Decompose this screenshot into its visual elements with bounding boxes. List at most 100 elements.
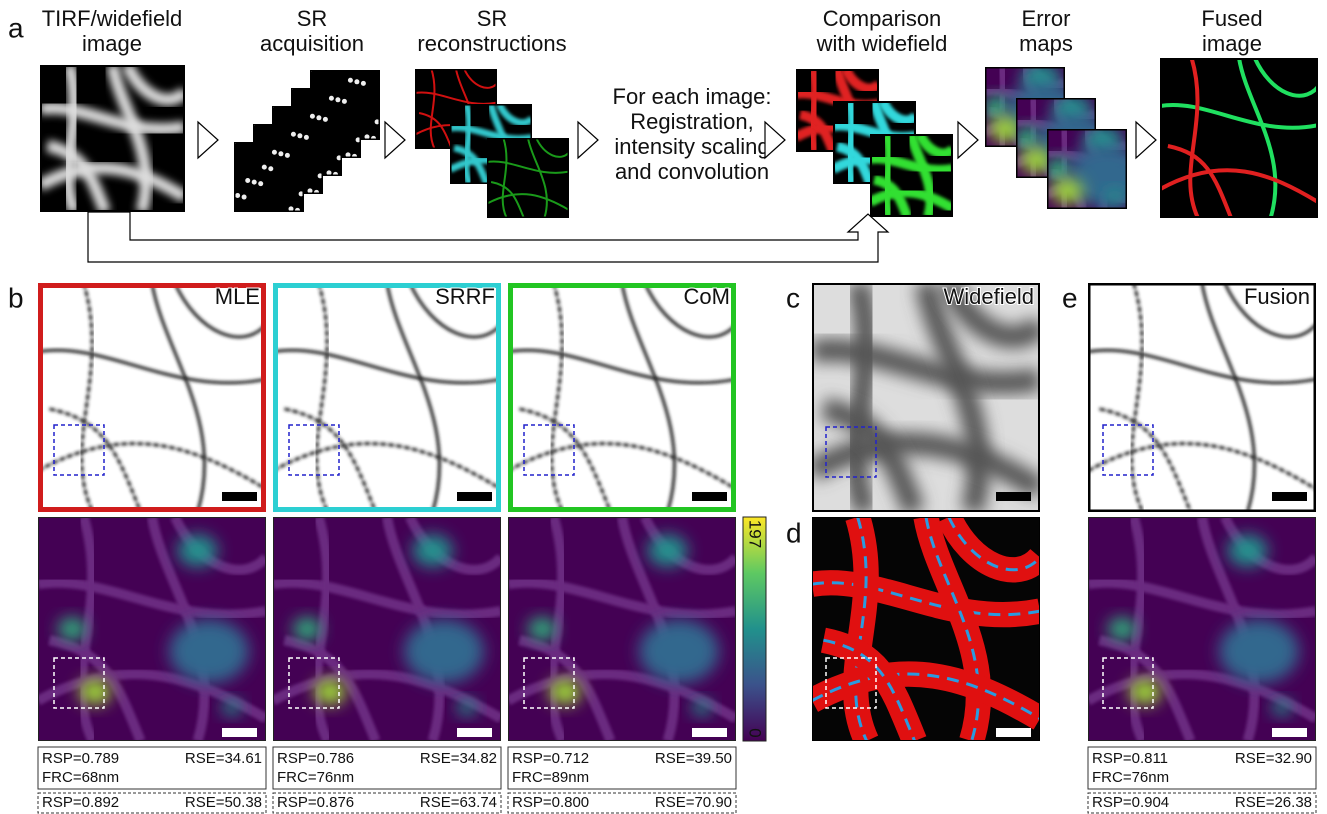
image	[273, 283, 501, 512]
metric: RSP=0.800	[512, 794, 589, 811]
spot	[333, 172, 338, 177]
panel-label: d	[786, 517, 802, 548]
panel-label: a	[8, 12, 24, 43]
colorbar-min: 0	[746, 728, 765, 737]
spot	[361, 81, 366, 86]
error-blob	[549, 679, 581, 705]
figure: a b c d e TIRF/widefieldimageSRacquisiti…	[0, 0, 1327, 814]
spot	[354, 79, 359, 84]
error-blob	[1129, 679, 1161, 705]
step-title: acquisition	[260, 31, 364, 56]
image	[1045, 125, 1147, 209]
scale-bar	[996, 728, 1031, 737]
step-title: SR	[297, 6, 328, 31]
image	[38, 517, 266, 741]
spot	[295, 208, 300, 213]
image	[487, 138, 569, 218]
image	[273, 517, 501, 741]
spot	[297, 133, 302, 138]
metric: RSE=70.90	[655, 794, 732, 811]
error-blob	[404, 619, 484, 683]
spot	[278, 151, 283, 156]
spot	[335, 97, 340, 102]
scale-bar	[457, 492, 492, 501]
error-blob	[1219, 619, 1299, 683]
image-bg	[273, 283, 501, 512]
scale-bar	[692, 492, 727, 501]
panel-label: e	[1062, 282, 1078, 313]
metric: RSP=0.712	[512, 750, 589, 767]
step-arrow	[958, 122, 978, 158]
filament	[812, 69, 816, 152]
image-label: Fusion	[1244, 284, 1310, 309]
error-blob	[293, 618, 321, 640]
metric: RSP=0.789	[42, 750, 119, 767]
image-bg	[1160, 58, 1318, 218]
metric: RSP=0.876	[277, 794, 354, 811]
error-blob	[1051, 179, 1083, 205]
scale-bar	[692, 728, 727, 737]
error-blob	[1228, 535, 1268, 567]
step-title: Error	[1022, 6, 1071, 31]
step-title: image	[1202, 31, 1262, 56]
step-arrow	[198, 122, 218, 158]
image	[40, 65, 185, 212]
image	[232, 140, 305, 213]
spot	[245, 178, 250, 183]
step-title: reconstructions	[417, 31, 566, 56]
metric: RSE=50.38	[185, 794, 262, 811]
error-blob	[648, 535, 688, 567]
spot	[242, 195, 247, 200]
step-title: and convolution	[615, 159, 769, 184]
spot	[235, 193, 240, 198]
step-title: Comparison	[823, 6, 942, 31]
step-title: maps	[1019, 31, 1073, 56]
spot	[342, 99, 347, 104]
metric: RSP=0.892	[42, 794, 119, 811]
metric: RSE=26.38	[1235, 794, 1312, 811]
spot	[329, 96, 334, 101]
filament	[886, 134, 890, 217]
scale-bar	[996, 492, 1031, 501]
image	[38, 283, 266, 512]
image-label: MLE	[215, 284, 260, 309]
image-bg	[1088, 283, 1316, 512]
panel-label: b	[8, 282, 24, 313]
filament	[849, 101, 853, 184]
error-blob	[222, 699, 242, 715]
metric: RSE=39.50	[655, 750, 732, 767]
panel-label: c	[786, 282, 800, 313]
metric: FRC=68nm	[42, 769, 119, 786]
error-blob	[314, 679, 346, 705]
image-bg	[38, 283, 266, 512]
scale-bar	[222, 492, 257, 501]
error-blob	[413, 535, 453, 567]
scale-bar	[222, 728, 257, 737]
step-title: TIRF/widefield	[42, 6, 183, 31]
step-title: intensity scaling	[614, 134, 769, 159]
colorbar	[743, 517, 766, 741]
spot	[323, 117, 328, 122]
spot	[285, 153, 290, 158]
spot	[304, 135, 309, 140]
spot	[262, 165, 267, 170]
metric: RSP=0.786	[277, 750, 354, 767]
error-blob	[178, 535, 218, 567]
image	[1160, 58, 1318, 218]
metric: RSE=34.82	[420, 750, 497, 767]
error-blob	[169, 619, 249, 683]
spot	[252, 180, 257, 185]
spot	[291, 132, 296, 137]
spot	[310, 114, 315, 119]
error-blob	[58, 618, 86, 640]
step-title: with widefield	[816, 31, 948, 56]
scale-bar	[1272, 728, 1307, 737]
step-title: image	[82, 31, 142, 56]
spot	[272, 150, 277, 155]
image	[1088, 283, 1316, 512]
metric: FRC=89nm	[512, 769, 589, 786]
metric: RSP=0.811	[1092, 750, 1168, 767]
error-blob	[528, 618, 556, 640]
spot	[348, 78, 353, 83]
error-blob	[639, 619, 719, 683]
